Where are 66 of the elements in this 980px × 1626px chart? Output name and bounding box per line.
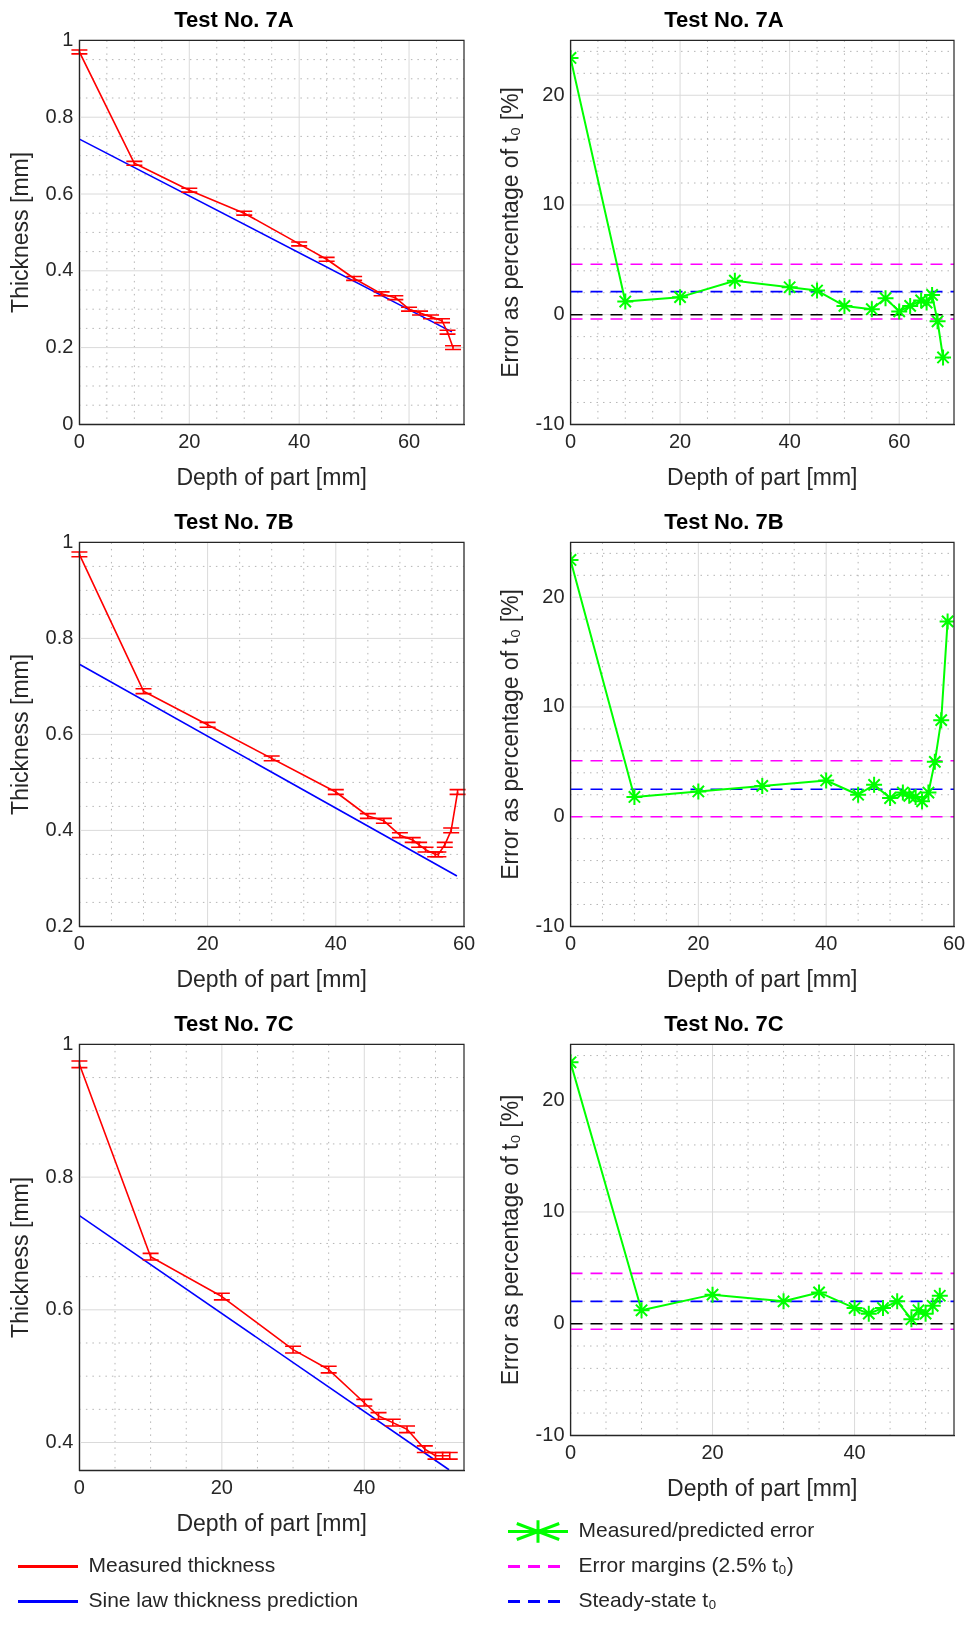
- y-tick-label: -10: [535, 913, 565, 936]
- x-axis-title: Depth of part [mm]: [667, 965, 858, 992]
- y-tick-label: 20: [542, 1087, 565, 1110]
- x-axis-title: Depth of part [mm]: [176, 1509, 367, 1536]
- y-tick-label: 0.8: [45, 104, 74, 127]
- x-tick-label: 60: [397, 429, 421, 452]
- x-tick-label: 20: [210, 1475, 233, 1498]
- y-tick-label: 10: [542, 694, 565, 717]
- y-axis-title: Error as percentage of t₀ [%]: [497, 87, 524, 378]
- y-tick-label: 0.6: [45, 181, 74, 204]
- y-tick-label: 0.6: [45, 1297, 74, 1320]
- y-tick-label: -10: [535, 411, 565, 434]
- legend-label: Steady-state t₀: [578, 1588, 717, 1612]
- y-tick-label: 0.8: [45, 625, 74, 648]
- x-axis-title: Depth of part [mm]: [667, 1474, 858, 1501]
- x-tick-label: 40: [843, 1440, 866, 1463]
- x-tick-label: 60: [888, 429, 911, 452]
- chart-title: Test No. 7B: [664, 509, 784, 535]
- chart-title: Test No. 7B: [174, 509, 294, 535]
- x-axis-title: Depth of part [mm]: [176, 965, 367, 992]
- x-tick-label: 40: [815, 931, 838, 954]
- legend-label: Sine law thickness prediction: [88, 1588, 359, 1612]
- y-tick-label: 0.8: [45, 1164, 74, 1187]
- x-tick-label: 40: [778, 429, 801, 452]
- chart-title: Test No. 7C: [664, 1011, 784, 1037]
- y-tick-label: 10: [542, 192, 565, 215]
- y-tick-label: 1: [62, 529, 74, 552]
- legend-label: Error margins (2.5% t₀): [578, 1553, 794, 1577]
- y-tick-label: 0.4: [45, 817, 74, 840]
- y-tick-label: 0.4: [45, 258, 74, 281]
- x-tick-label: 40: [288, 429, 311, 452]
- x-axis-title: Depth of part [mm]: [667, 463, 858, 490]
- y-tick-label: 0.4: [45, 1430, 74, 1453]
- x-tick-label: 60: [942, 931, 966, 954]
- y-axis-title: Thickness [mm]: [7, 151, 34, 313]
- y-tick-label: 10: [542, 1199, 565, 1222]
- y-axis-title: Thickness [mm]: [7, 1176, 34, 1338]
- chart-title: Test No. 7A: [174, 7, 294, 33]
- x-tick-label: 40: [353, 1475, 376, 1498]
- x-tick-label: 20: [701, 1440, 724, 1463]
- y-tick-label: 0.2: [45, 335, 74, 358]
- y-tick-label: 0: [62, 411, 74, 434]
- x-tick-label: 20: [196, 931, 219, 954]
- chart-title: Test No. 7C: [174, 1011, 294, 1037]
- y-axis-title: Error as percentage of t₀ [%]: [497, 589, 524, 880]
- y-tick-label: -10: [535, 1422, 565, 1445]
- x-axis-title: Depth of part [mm]: [176, 463, 367, 490]
- x-tick-label: 20: [687, 931, 710, 954]
- legend-label: Measured thickness: [88, 1553, 276, 1577]
- y-tick-label: 20: [542, 82, 565, 105]
- y-tick-label: 1: [62, 1031, 74, 1054]
- y-axis-title: Thickness [mm]: [7, 653, 34, 815]
- y-tick-label: 0.2: [45, 913, 74, 936]
- x-tick-label: 20: [178, 429, 201, 452]
- y-axis-title: Error as percentage of t₀ [%]: [497, 1094, 524, 1386]
- chart-title: Test No. 7A: [664, 7, 784, 33]
- y-tick-label: 0: [553, 804, 565, 827]
- y-tick-label: 0.6: [45, 721, 74, 744]
- x-tick-label: 40: [324, 931, 347, 954]
- x-tick-label: 60: [452, 931, 476, 954]
- y-tick-label: 1: [62, 27, 74, 50]
- y-tick-label: 0: [553, 1311, 565, 1334]
- x-tick-label: 20: [668, 429, 692, 452]
- y-tick-label: 20: [542, 584, 565, 607]
- y-tick-label: 0: [553, 302, 565, 325]
- legend-label: Measured/predicted error: [578, 1518, 815, 1542]
